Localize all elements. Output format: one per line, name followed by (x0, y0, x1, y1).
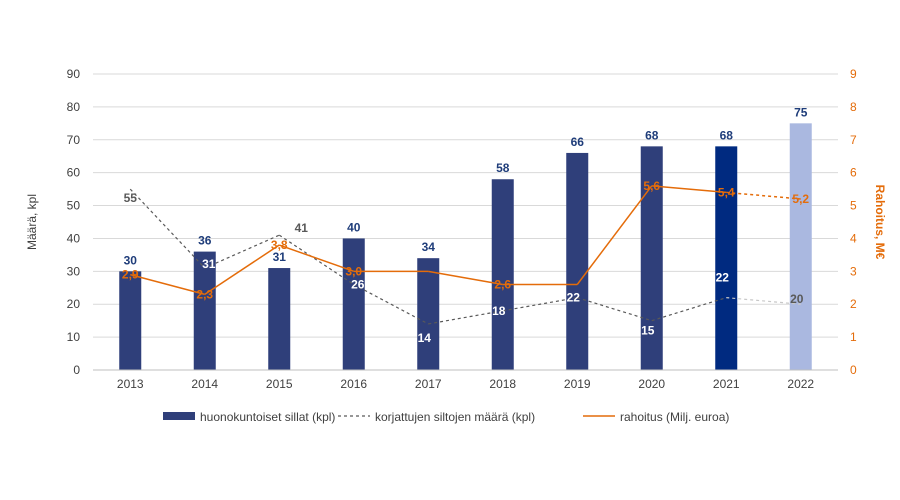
bar-series-huonokuntoiset (119, 123, 812, 370)
legend: huonokuntoiset sillat (kpl) korjattujen … (163, 410, 729, 424)
funding-line-segment (726, 191, 801, 200)
repaired-value-label: 26 (351, 277, 365, 291)
funding-line-segment (130, 273, 205, 296)
y-tick-label-left: 40 (67, 231, 81, 245)
bar-value-label: 68 (645, 128, 659, 142)
funding-line-segment (651, 185, 727, 194)
bar (417, 258, 440, 370)
funding-value-label: 3,8 (271, 238, 288, 252)
x-tick-label: 2021 (713, 377, 740, 391)
funding-value-label: 3,0 (345, 264, 362, 278)
repaired-line-segment (278, 234, 355, 285)
repaired-line-segment (726, 297, 801, 305)
y-tick-label-left: 10 (67, 330, 81, 344)
bar-value-label: 68 (720, 128, 734, 142)
y-tick-label-right: 1 (850, 330, 857, 344)
funding-value-label: 2,9 (122, 268, 139, 282)
repaired-value-label: 18 (492, 304, 506, 318)
x-tick-label: 2020 (638, 377, 665, 391)
x-tick-label: 2015 (266, 377, 293, 391)
y-axis-title-right: Rahoitus, M€ (873, 185, 887, 260)
x-tick-label: 2016 (340, 377, 367, 391)
bar (715, 146, 738, 370)
funding-line-segment (279, 244, 354, 273)
repaired-line-segment (204, 234, 280, 269)
bar-value-label: 58 (496, 161, 510, 175)
repaired-value-label: 22 (567, 291, 581, 305)
data-labels: 30 36 31 40 34 58 66 68 68 75 55 31 41 26 14 18 22 15 22 20… (122, 105, 810, 345)
line-series (129, 185, 801, 325)
bar-value-label: 40 (347, 220, 361, 234)
x-tick-label: 2017 (415, 377, 442, 391)
funding-line-segment (428, 270, 503, 286)
repaired-value-label: 55 (124, 191, 138, 205)
bar (640, 146, 663, 370)
x-tick-label: 2019 (564, 377, 591, 391)
y-tick-label-right: 5 (850, 199, 857, 213)
y-tick-label-left: 80 (67, 100, 81, 114)
bar-value-label: 66 (571, 135, 585, 149)
repaired-line-segment (428, 310, 503, 325)
bar-value-label: 30 (124, 253, 138, 267)
y-tick-label-left: 30 (67, 264, 81, 278)
bar-value-label: 75 (794, 105, 808, 119)
bar-value-label: 34 (422, 240, 436, 254)
repaired-line-segment (577, 297, 652, 322)
y-tick-label-left: 50 (67, 199, 81, 213)
y-tick-label-left: 60 (67, 166, 81, 180)
y-tick-label-right: 3 (850, 264, 857, 278)
x-tick-label: 2018 (489, 377, 516, 391)
repaired-value-label: 41 (295, 221, 309, 235)
repaired-value-label: 14 (418, 331, 432, 345)
repaired-value-label: 31 (202, 257, 216, 271)
gridlines (93, 73, 838, 338)
y-tick-label-right: 6 (850, 166, 857, 180)
y-tick-label-right: 9 (850, 67, 857, 81)
y-tick-label-right: 2 (850, 297, 857, 311)
legend-label-bars: huonokuntoiset sillat (kpl) (200, 410, 335, 424)
x-tick-label: 2013 (117, 377, 144, 391)
funding-value-label: 5,2 (792, 192, 809, 206)
y-tick-label-left: 20 (67, 297, 81, 311)
x-tick-label: 2014 (191, 377, 218, 391)
funding-value-label: 5,6 (643, 179, 660, 193)
repaired-line-segment (651, 297, 727, 322)
repaired-line-segment (353, 283, 429, 325)
y-tick-label-right: 0 (850, 363, 857, 377)
bar (789, 123, 812, 370)
bar (268, 268, 291, 370)
bar (193, 251, 216, 370)
y-axis-title-left: Määrä, kpl (25, 194, 39, 250)
bar (491, 179, 514, 370)
bar (342, 238, 365, 370)
bar (566, 152, 589, 370)
bar (119, 271, 142, 370)
repaired-line-segment (502, 297, 578, 312)
y-tick-label-left: 0 (73, 363, 80, 377)
bar-value-label: 31 (273, 250, 287, 264)
repaired-value-label: 15 (641, 324, 655, 338)
bar-value-label: 36 (198, 234, 212, 248)
legend-label-funding: rahoitus (Milj. euroa) (620, 410, 729, 424)
funding-value-label: 2,6 (494, 277, 511, 291)
legend-label-repaired: korjattujen siltojen määrä (kpl) (375, 410, 535, 424)
funding-value-label: 5,4 (718, 185, 735, 199)
legend-swatch-bars (163, 412, 195, 420)
repaired-line-segment (129, 188, 206, 269)
funding-value-label: 2,3 (196, 287, 213, 301)
repaired-value-label: 22 (716, 271, 730, 285)
y-tick-label-right: 4 (850, 231, 857, 245)
funding-line-segment (204, 244, 280, 295)
y-tick-label-left: 90 (67, 67, 81, 81)
x-tick-label: 2022 (787, 377, 814, 391)
funding-line-segment (576, 185, 653, 285)
repaired-value-label: 20 (790, 292, 804, 306)
y-tick-label-right: 8 (850, 100, 857, 114)
y-tick-label-left: 70 (67, 133, 81, 147)
y-tick-label-right: 7 (850, 133, 857, 147)
